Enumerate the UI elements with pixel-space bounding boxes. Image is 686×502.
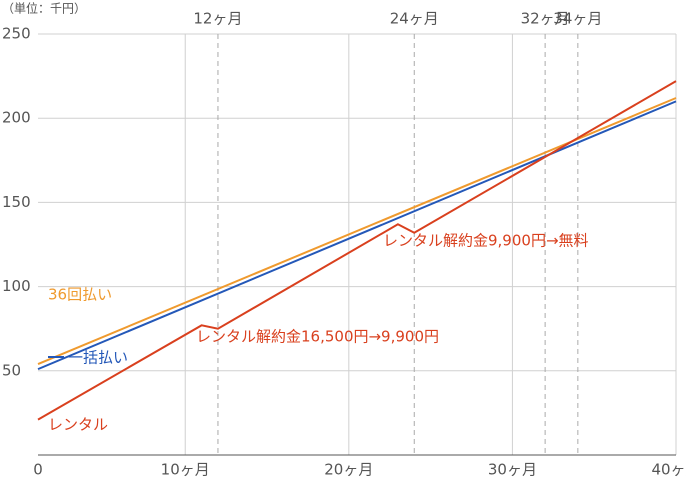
marker-label: 12ヶ月 bbox=[193, 10, 242, 28]
y-tick-label: 150 bbox=[2, 193, 31, 211]
series-label: レンタル bbox=[48, 416, 108, 434]
series-label: 一括払い bbox=[68, 349, 128, 367]
y-tick-label: 50 bbox=[2, 361, 21, 379]
x-tick-label: 20ヶ月 bbox=[324, 461, 373, 479]
marker-label: 34ヶ月 bbox=[553, 10, 602, 28]
marker-label: 32ヶ月 bbox=[521, 10, 570, 28]
unit-label: （単位：千円） bbox=[2, 1, 86, 16]
series-line bbox=[37, 80, 677, 421]
annotation: レンタル解約金9,900円→無料 bbox=[383, 232, 589, 250]
y-tick-label: 200 bbox=[2, 109, 31, 127]
x-tick-label: 0 bbox=[33, 461, 43, 479]
marker-label: 24ヶ月 bbox=[390, 10, 439, 28]
series-label: 36回払い bbox=[48, 286, 112, 304]
x-tick-label: 40ヶ月 bbox=[651, 461, 686, 479]
y-tick-label: 250 bbox=[2, 25, 31, 43]
x-tick-label: 30ヶ月 bbox=[488, 461, 537, 479]
x-tick-label: 10ヶ月 bbox=[161, 461, 210, 479]
series-line bbox=[37, 100, 677, 371]
annotation: レンタル解約金16,500円→9,900円 bbox=[196, 328, 439, 346]
y-tick-label: 100 bbox=[2, 277, 31, 295]
